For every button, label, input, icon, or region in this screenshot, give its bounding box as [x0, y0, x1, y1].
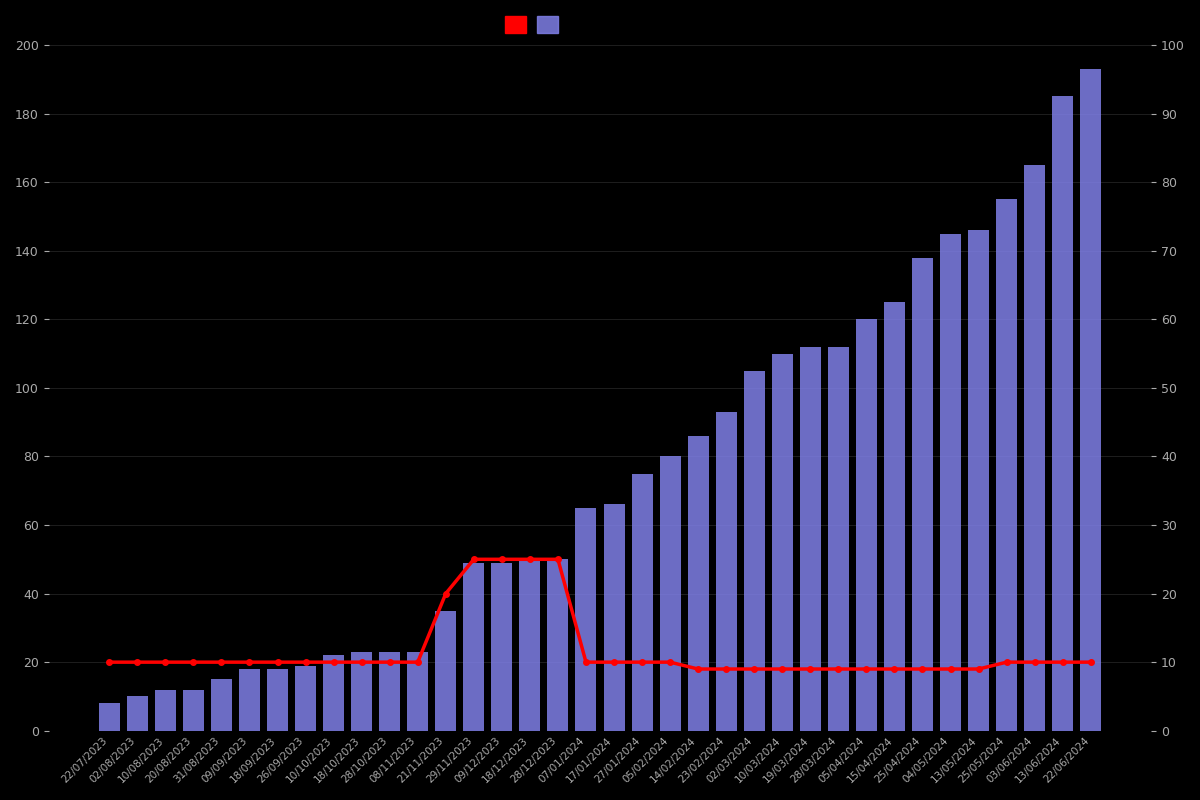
Bar [352, 652, 372, 730]
Legend: , : , [500, 11, 568, 39]
Bar [940, 234, 961, 730]
Bar [604, 505, 624, 730]
Bar [127, 697, 148, 730]
Bar [884, 302, 905, 730]
Bar [1052, 97, 1073, 730]
Bar [211, 679, 232, 730]
Bar [744, 370, 764, 730]
Bar [155, 690, 176, 730]
Bar [660, 457, 680, 730]
Bar [576, 508, 596, 730]
Bar [491, 562, 512, 730]
Bar [800, 346, 821, 730]
Bar [379, 652, 400, 730]
Bar [323, 655, 344, 730]
Bar [436, 610, 456, 730]
Bar [463, 562, 485, 730]
Bar [407, 652, 428, 730]
Bar [631, 474, 653, 730]
Bar [688, 436, 709, 730]
Bar [520, 559, 540, 730]
Bar [912, 258, 934, 730]
Bar [1080, 69, 1102, 730]
Bar [547, 559, 569, 730]
Bar [98, 703, 120, 730]
Bar [996, 199, 1018, 730]
Bar [772, 354, 793, 730]
Bar [239, 669, 260, 730]
Bar [266, 669, 288, 730]
Bar [856, 319, 877, 730]
Bar [715, 412, 737, 730]
Bar [828, 346, 848, 730]
Bar [295, 666, 316, 730]
Bar [1024, 165, 1045, 730]
Bar [182, 690, 204, 730]
Bar [968, 230, 989, 730]
